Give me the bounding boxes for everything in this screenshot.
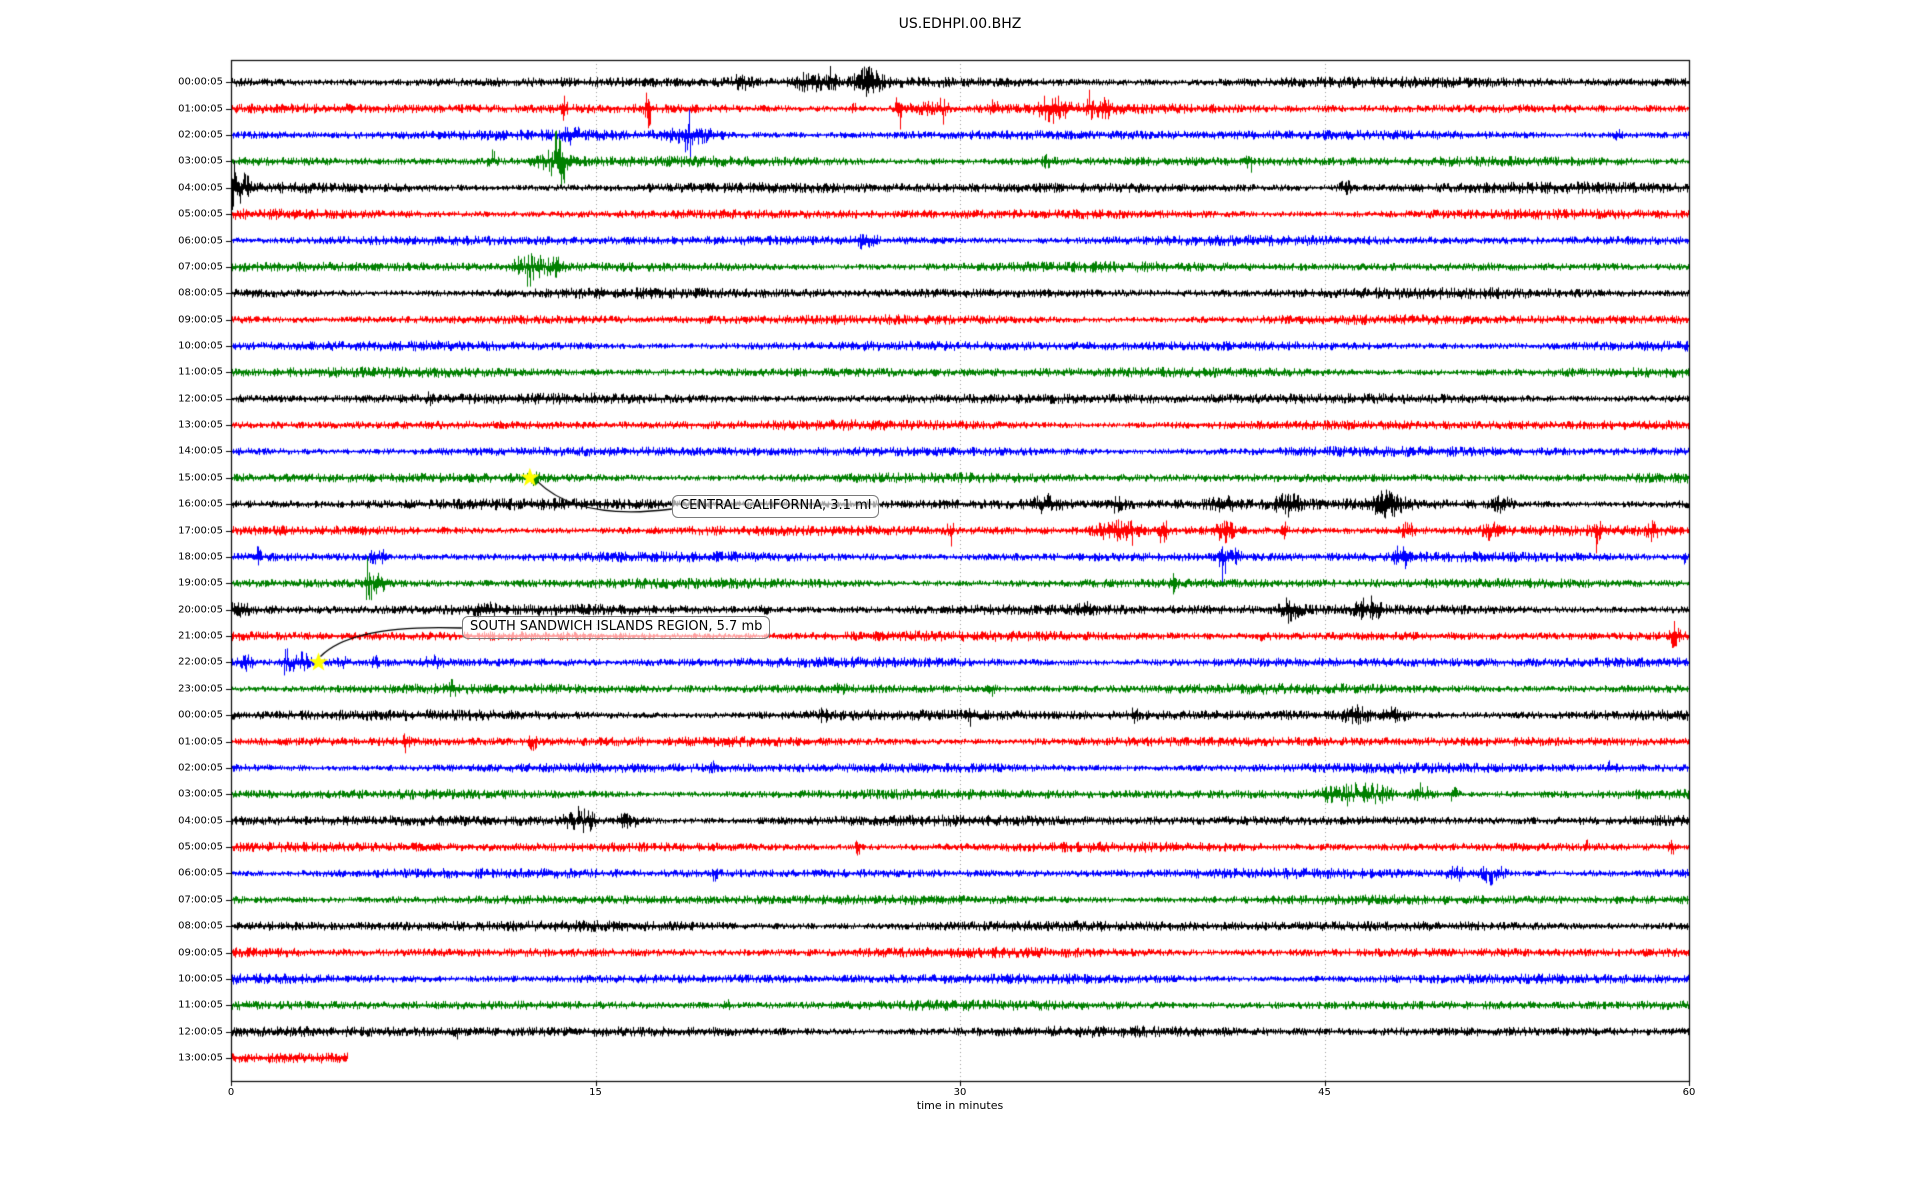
y-tick-label: 09:00:05 [178, 314, 223, 326]
y-tick-label: 10:00:05 [178, 340, 223, 352]
y-tick-label: 03:00:05 [178, 155, 223, 167]
x-tick-label: 15 [589, 1087, 602, 1098]
y-tick-label: 06:00:05 [178, 867, 223, 879]
y-tick-label: 12:00:05 [178, 393, 223, 405]
y-tick-label: 11:00:05 [178, 366, 223, 378]
y-tick-label: 15:00:05 [178, 472, 223, 484]
y-tick-label: 02:00:05 [178, 762, 223, 774]
y-tick-label: 13:00:05 [178, 1052, 223, 1064]
y-tick-label: 01:00:05 [178, 736, 223, 748]
x-tick-label: 0 [227, 1087, 235, 1098]
y-tick-label: 18:00:05 [178, 551, 223, 563]
y-tick-label: 16:00:05 [178, 498, 223, 510]
y-tick-label: 12:00:05 [178, 1026, 223, 1038]
y-tick-label: 02:00:05 [178, 129, 223, 141]
y-tick-label: 00:00:05 [178, 76, 223, 88]
y-tick-label: 13:00:05 [178, 419, 223, 431]
x-tick-label: 60 [1682, 1087, 1696, 1098]
x-axis-label: time in minutes [916, 1099, 1004, 1112]
y-tick-label: 08:00:05 [178, 287, 223, 299]
y-tick-label: 00:00:05 [178, 709, 223, 721]
y-tick-label: 20:00:05 [178, 604, 223, 616]
y-tick-label: 21:00:05 [178, 630, 223, 642]
y-tick-label: 06:00:05 [178, 235, 223, 247]
y-tick-label: 04:00:05 [178, 815, 223, 827]
y-tick-label: 09:00:05 [178, 947, 223, 959]
plot-title: US.EDHPI.00.BHZ [898, 16, 1022, 32]
y-tick-label: 22:00:05 [178, 656, 223, 668]
y-tick-label: 03:00:05 [178, 788, 223, 800]
event-annotation-south-sandwich: SOUTH SANDWICH ISLANDS REGION, 5.7 mb [462, 616, 771, 639]
y-tick-label: 11:00:05 [178, 999, 223, 1011]
y-tick-label: 10:00:05 [178, 973, 223, 985]
y-tick-label: 17:00:05 [178, 525, 223, 537]
y-tick-label: 14:00:05 [178, 445, 223, 457]
x-tick-label: 30 [953, 1087, 967, 1098]
y-tick-label: 01:00:05 [178, 103, 223, 115]
event-annotation-central-california: CENTRAL CALIFORNIA, 3.1 ml [672, 495, 880, 518]
x-tick-label: 45 [1318, 1087, 1331, 1098]
y-tick-label: 04:00:05 [178, 182, 223, 194]
event-annotation-text: CENTRAL CALIFORNIA, 3.1 ml [680, 498, 872, 513]
event-annotation-text: SOUTH SANDWICH ISLANDS REGION, 5.7 mb [470, 619, 763, 634]
y-tick-label: 05:00:05 [178, 208, 223, 220]
y-tick-label: 19:00:05 [178, 577, 223, 589]
y-tick-label: 08:00:05 [178, 920, 223, 932]
y-tick-label: 23:00:05 [178, 683, 223, 695]
y-tick-label: 07:00:05 [178, 261, 223, 273]
y-tick-label: 05:00:05 [178, 841, 223, 853]
y-tick-label: 07:00:05 [178, 894, 223, 906]
